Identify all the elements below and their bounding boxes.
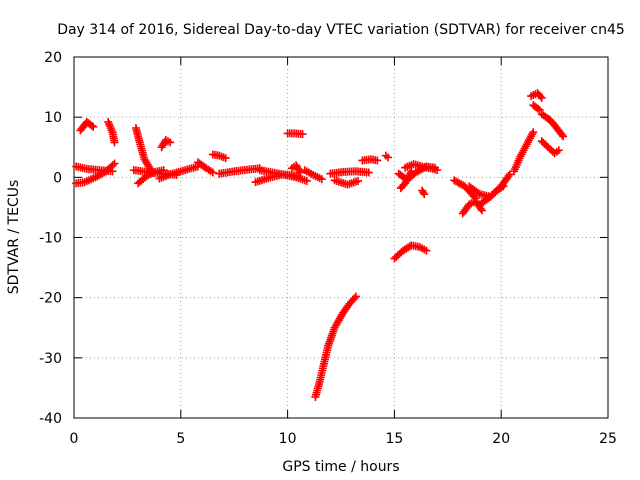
data-point	[364, 168, 373, 177]
y-axis-ticks: -40 -30 -20 -10 0 10 20	[39, 50, 608, 427]
data-point	[536, 92, 545, 101]
data-point	[354, 176, 363, 185]
data-point	[373, 156, 382, 165]
y-tick-label: -10	[39, 231, 62, 247]
data-point	[89, 122, 98, 131]
y-tick-label: -20	[39, 291, 62, 307]
x-axis-ticks: 0 5 10 15 20 25	[70, 57, 617, 447]
y-axis-label: SDTVAR / TECUs	[6, 180, 22, 295]
data-point	[110, 138, 119, 147]
x-tick-label: 5	[176, 431, 185, 447]
data-point	[351, 292, 360, 301]
data-point	[166, 138, 175, 147]
data-point	[535, 105, 544, 114]
data-point	[534, 104, 543, 113]
data-point	[419, 188, 428, 197]
data-point	[87, 121, 96, 130]
data-point	[504, 172, 513, 181]
data-point	[559, 132, 568, 141]
data-point	[317, 175, 326, 184]
y-tick-label: -40	[39, 411, 62, 427]
x-tick-label: 15	[385, 431, 403, 447]
data-point	[537, 93, 546, 102]
data-point	[108, 167, 117, 176]
y-tick-label: -30	[39, 351, 62, 367]
data-point	[557, 130, 566, 139]
data-point	[302, 176, 311, 185]
x-tick-label: 20	[492, 431, 510, 447]
data-point	[208, 168, 217, 177]
data-point	[476, 204, 485, 213]
chart-title: Day 314 of 2016, Sidereal Day-to-day VTE…	[57, 22, 625, 38]
data-point	[296, 168, 305, 177]
x-tick-label: 0	[70, 431, 79, 447]
data-point	[383, 153, 392, 162]
data-point	[221, 154, 230, 163]
data-point	[110, 159, 119, 168]
data-point	[505, 170, 514, 179]
data-point	[433, 166, 442, 175]
grid-lines	[74, 57, 608, 418]
data-point	[422, 246, 431, 255]
x-tick-label: 25	[599, 431, 617, 447]
data-point	[477, 206, 486, 215]
y-tick-label: 10	[44, 110, 62, 126]
data-point	[529, 128, 538, 137]
data-point	[474, 188, 483, 197]
data-point	[350, 294, 359, 303]
data-point	[499, 182, 508, 191]
data-point	[554, 146, 563, 155]
data-points	[72, 89, 568, 401]
y-tick-label: 0	[53, 170, 62, 186]
y-tick-label: 20	[44, 50, 62, 66]
x-axis-label: GPS time / hours	[282, 459, 399, 475]
data-point	[420, 190, 429, 199]
x-tick-label: 10	[279, 431, 297, 447]
data-point	[298, 130, 307, 139]
